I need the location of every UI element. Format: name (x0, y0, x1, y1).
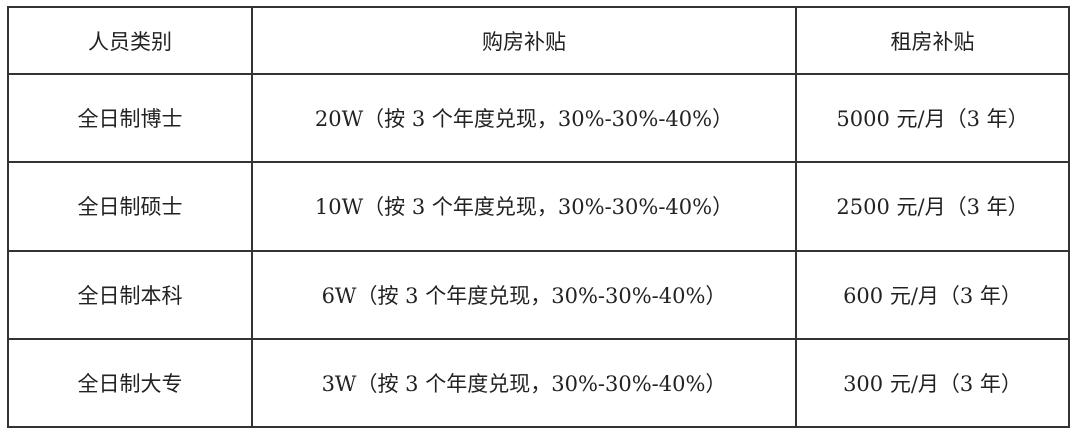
table-row: 全日制大专 3W（按 3 个年度兑现，30%-30%-40%） 300 元/月（… (7, 337, 1070, 429)
header-row: 人员类别 购房补贴 租房补贴 (7, 5, 1070, 76)
header-category: 人员类别 (7, 5, 253, 76)
cell-purchase-subsidy: 10W（按 3 个年度兑现，30%-30%-40%） (251, 161, 797, 252)
cell-purchase-subsidy: 20W（按 3 个年度兑现，30%-30%-40%） (251, 73, 797, 164)
table-row: 全日制硕士 10W（按 3 个年度兑现，30%-30%-40%） 2500 元/… (7, 161, 1070, 252)
cell-purchase-subsidy: 6W（按 3 个年度兑现，30%-30%-40%） (251, 249, 797, 340)
subsidy-table: 人员类别 购房补贴 租房补贴 全日制博士 20W（按 3 个年度兑现，30%-3… (7, 5, 1070, 429)
cell-rent-subsidy: 5000 元/月（3 年） (795, 73, 1070, 164)
cell-category: 全日制大专 (7, 337, 253, 429)
table-row: 全日制本科 6W（按 3 个年度兑现，30%-30%-40%） 600 元/月（… (7, 249, 1070, 340)
cell-purchase-subsidy: 3W（按 3 个年度兑现，30%-30%-40%） (251, 337, 797, 429)
cell-category: 全日制博士 (7, 73, 253, 164)
table-row: 全日制博士 20W（按 3 个年度兑现，30%-30%-40%） 5000 元/… (7, 73, 1070, 164)
header-rent-subsidy: 租房补贴 (795, 5, 1070, 76)
header-purchase-subsidy: 购房补贴 (251, 5, 797, 76)
cell-category: 全日制硕士 (7, 161, 253, 252)
cell-rent-subsidy: 2500 元/月（3 年） (795, 161, 1070, 252)
cell-category: 全日制本科 (7, 249, 253, 340)
cell-rent-subsidy: 300 元/月（3 年） (795, 337, 1070, 429)
cell-rent-subsidy: 600 元/月（3 年） (795, 249, 1070, 340)
